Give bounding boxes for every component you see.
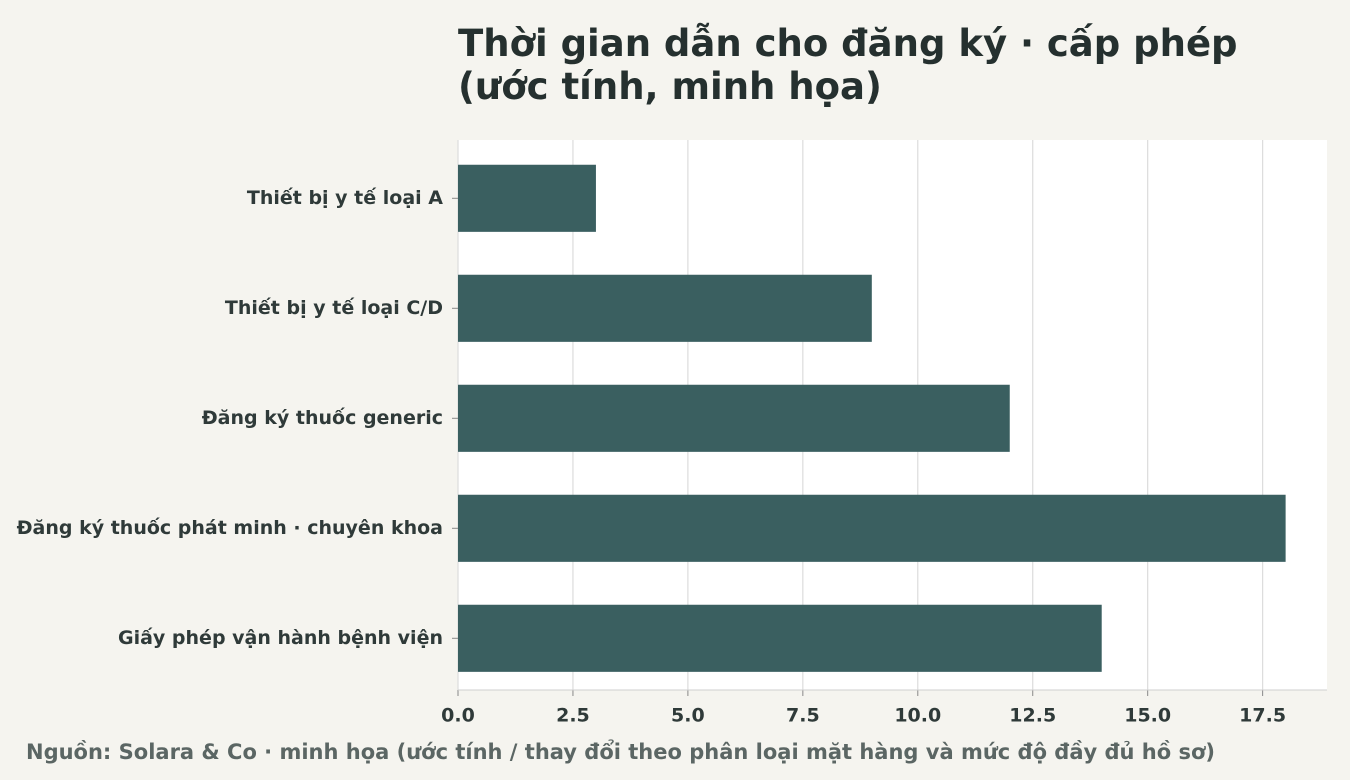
y-tick-label: Thiết bị y tế loại A <box>247 186 443 209</box>
x-tick-label: 0.0 <box>441 705 475 727</box>
x-tick-label: 7.5 <box>786 705 820 727</box>
source-note: Nguồn: Solara & Co · minh họa (ước tính … <box>26 740 1216 764</box>
y-tick-label: Giấy phép vận hành bệnh viện <box>118 626 443 649</box>
x-tick-label: 10.0 <box>894 705 941 727</box>
chart-title: Thời gian dẫn cho đăng ký · cấp phép (ướ… <box>458 22 1238 108</box>
y-tick-label: Đăng ký thuốc phát minh · chuyên khoa <box>17 516 443 539</box>
y-tick-label: Đăng ký thuốc generic <box>202 406 443 429</box>
y-tick-label: Thiết bị y tế loại C/D <box>225 296 443 319</box>
bar <box>458 164 596 232</box>
bar <box>458 384 1010 452</box>
bar <box>458 494 1286 562</box>
x-tick-label: 2.5 <box>556 705 590 727</box>
bar <box>458 604 1102 672</box>
x-tick-label: 12.5 <box>1009 705 1056 727</box>
x-tick-label: 5.0 <box>671 705 705 727</box>
x-tick-label: 17.5 <box>1239 705 1286 727</box>
x-tick-label: 15.0 <box>1124 705 1171 727</box>
bar <box>458 274 872 342</box>
